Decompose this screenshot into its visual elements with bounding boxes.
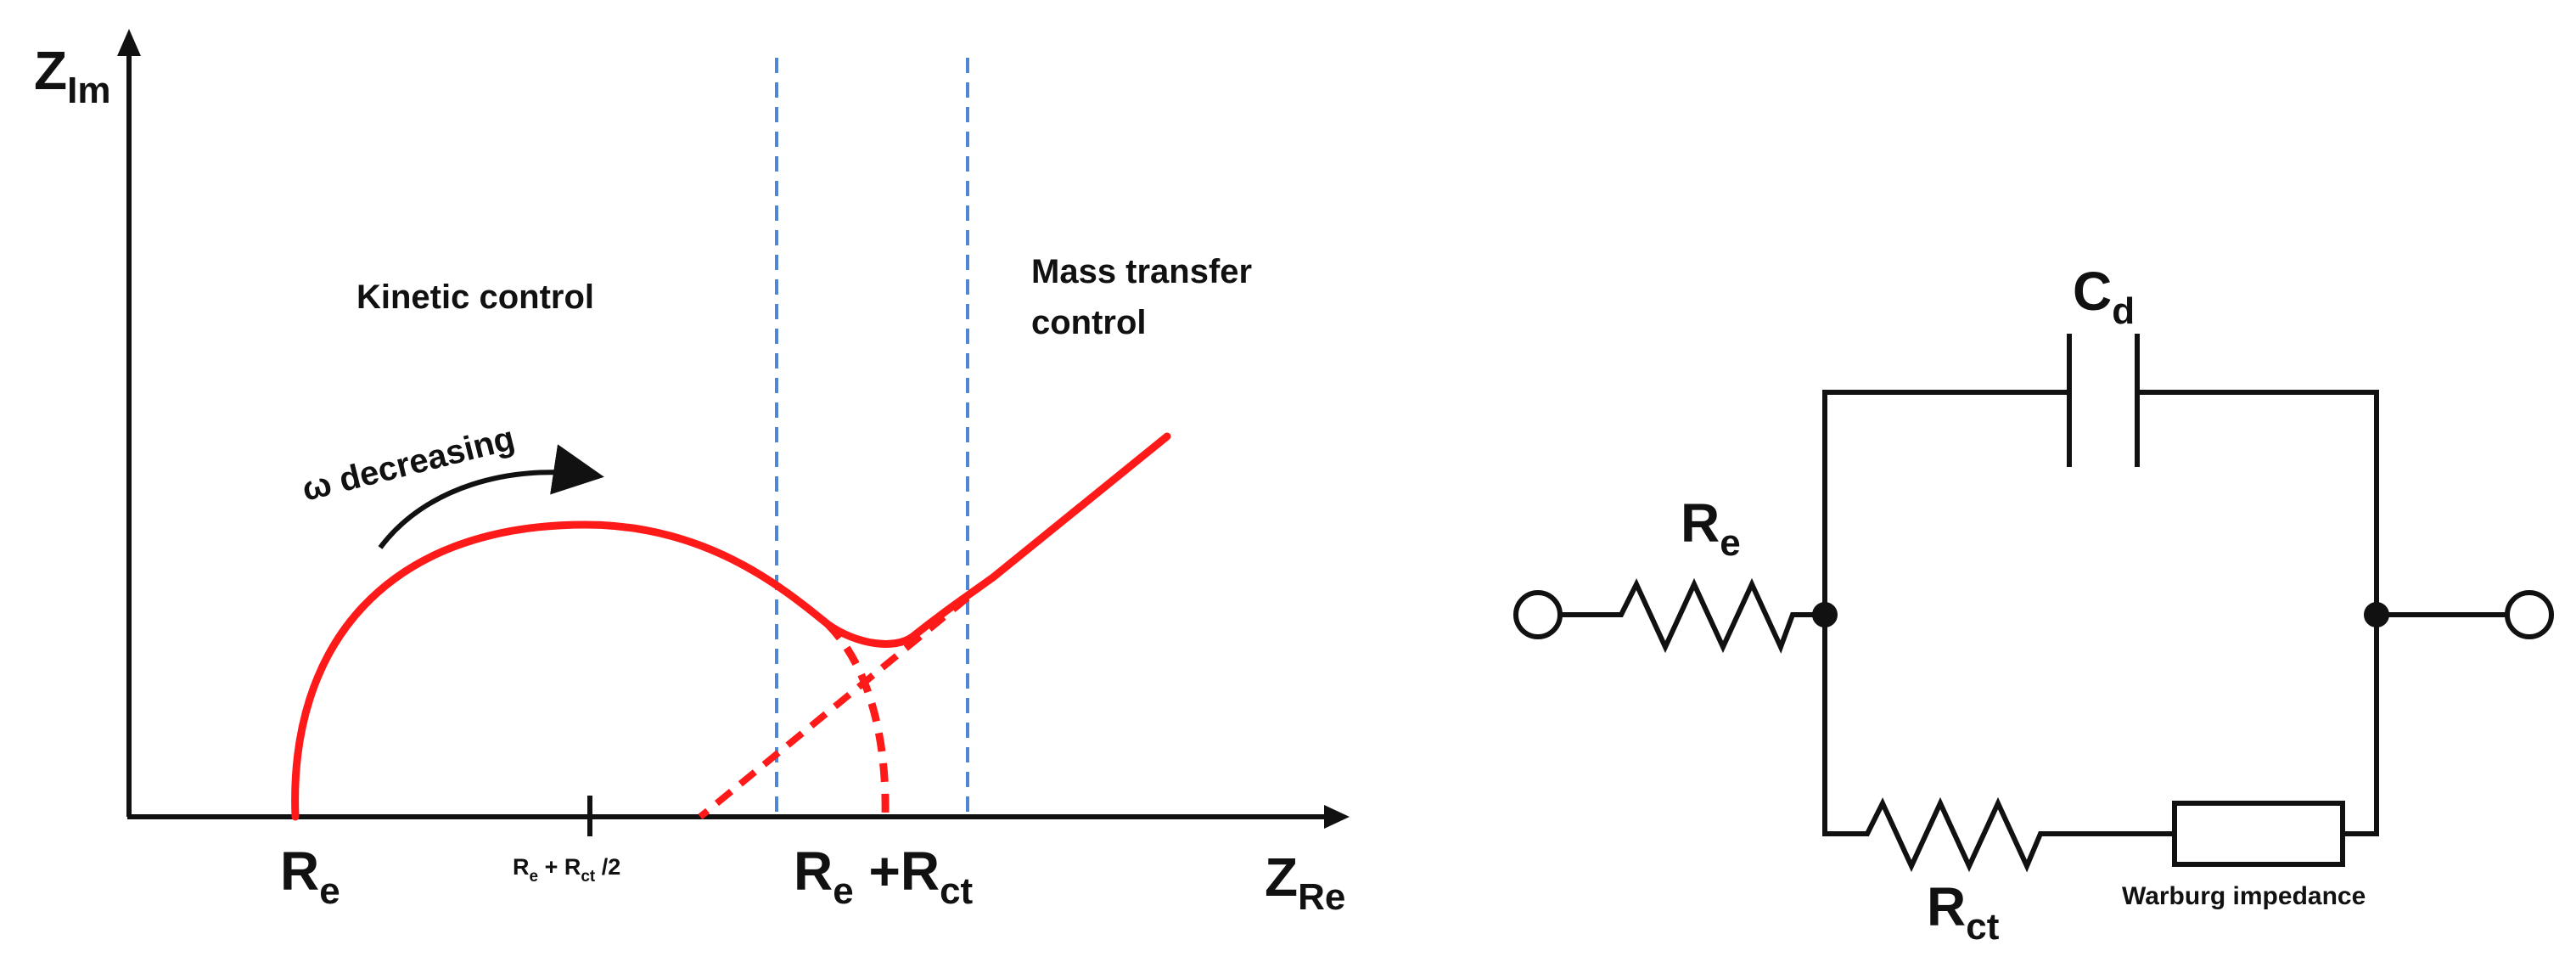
nyquist-plot: ZIm ZRe Kinetic control Mass transfer co… <box>34 29 1350 918</box>
terminal-left <box>1513 590 1563 639</box>
semicircle-extrapolation <box>824 621 890 818</box>
tick-label-re-plus-rct: Re +Rct <box>794 841 974 912</box>
tick-label-midpoint: Re + Rct /2 <box>513 854 620 886</box>
warburg-element <box>2172 801 2345 867</box>
omega-decreasing-label: ω decreasing <box>299 419 519 509</box>
warburg-extrapolation <box>698 594 970 820</box>
resistor-re-label: Re <box>1681 492 1741 564</box>
tick-label-re: Re <box>280 841 340 912</box>
impedance-curve <box>291 432 1171 821</box>
omega-arrow <box>378 444 604 549</box>
capacitor-label: Cd <box>2073 261 2135 332</box>
x-axis-label: ZRe <box>1265 847 1345 918</box>
circuit-labels: Cd Re Rct Warburg impedance <box>1681 261 2366 948</box>
resistor-rct-label: Rct <box>1927 876 2000 948</box>
top-branch-right <box>2137 390 2379 615</box>
x-axis-arrowhead <box>1324 805 1350 829</box>
top-branch-left <box>1822 390 2069 615</box>
resistor-rct <box>1822 615 2175 873</box>
equivalent-circuit <box>1513 334 2554 873</box>
y-axis-arrowhead <box>117 29 141 56</box>
mass-transfer-label-line2: control <box>1031 304 1147 341</box>
terminal-right <box>2505 590 2554 639</box>
bottom-branch-right <box>2343 615 2379 836</box>
mass-transfer-label-line1: Mass transfer <box>1031 253 1252 290</box>
warburg-label: Warburg impedance <box>2122 882 2366 910</box>
y-axis-label: ZIm <box>34 40 110 111</box>
resistor-re <box>1560 577 1825 654</box>
kinetic-control-label: Kinetic control <box>356 278 594 316</box>
